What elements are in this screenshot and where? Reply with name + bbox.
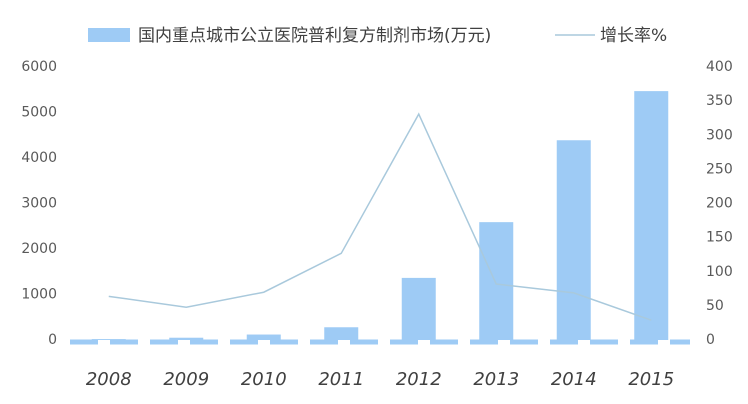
y2-tick-label: 150 [706,230,733,246]
y-tick-label: 5000 [21,105,57,121]
y2-tick-label: 0 [706,332,715,348]
x-tick-label: 2010 [241,369,287,390]
x-tick-label: 2008 [86,369,132,390]
bar [556,140,591,340]
y2-tick-label: 50 [706,298,724,314]
legend-label: 增长率% [600,26,667,46]
y2-tick-label: 350 [706,93,733,109]
y-tick-label: 6000 [21,59,57,75]
y2-tick-label: 300 [706,127,733,143]
y2-tick-label: 250 [706,161,733,177]
line [108,112,652,321]
y-tick-label: 2000 [21,241,57,257]
x-tick-label: 2012 [396,369,442,390]
x-tick-label: 2014 [551,369,597,390]
y2-tick-label: 200 [706,196,733,212]
bar [91,339,126,340]
y2-tick-label: 400 [706,59,733,75]
y2-tick-label: 100 [706,264,733,280]
y-tick-label: 1000 [21,287,57,303]
bar [401,277,436,340]
x-tick-label: 2013 [473,369,519,390]
y-tick-label: 0 [48,332,57,348]
bar [246,334,281,340]
bar [169,337,204,340]
x-tick-label: 2009 [163,369,209,390]
x-tick-label: 2011 [318,369,364,390]
bar [479,222,514,340]
legend-swatch [88,28,130,42]
y-tick-label: 3000 [21,196,57,212]
y-tick-label: 4000 [21,150,57,166]
x-tick-label: 2015 [628,369,674,390]
bar [634,91,669,341]
bar [324,327,359,340]
legend-label: 国内重点城市公立医院普利复方制剂市场(万元) [138,26,491,46]
